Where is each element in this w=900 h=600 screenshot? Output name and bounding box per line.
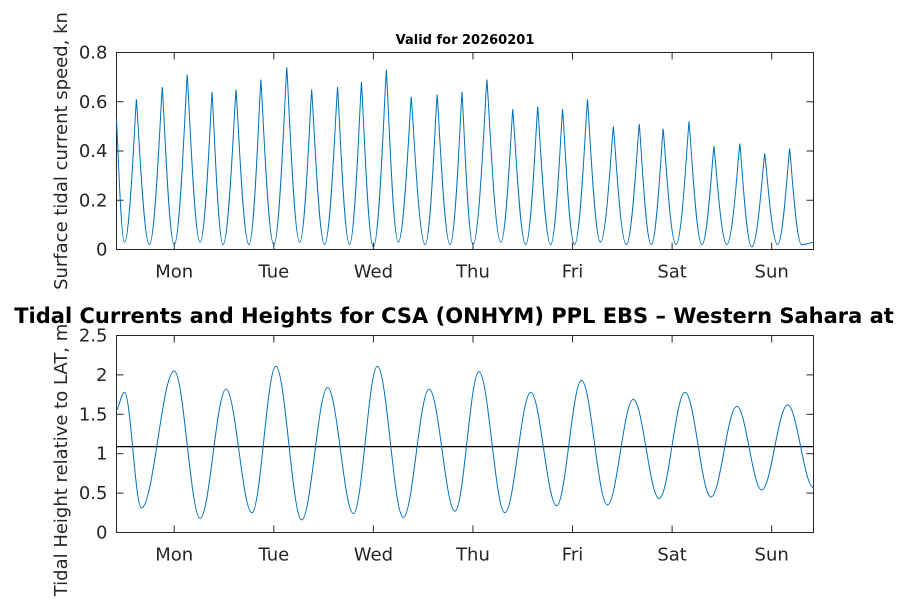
- tidal-height-axes-frame: [116, 335, 814, 533]
- tidal-height-ytick-label: 2: [96, 365, 107, 386]
- tidal-height-xtick-label: Thu: [455, 545, 490, 566]
- current-speed-xtick-label: Wed: [354, 262, 393, 283]
- current-speed-xtick-label: Tue: [257, 262, 289, 283]
- current-speed-xtick-label: Sun: [755, 262, 789, 283]
- tidal-height-xtick-label: Fri: [562, 545, 583, 566]
- tidal-height-xtick-label: Wed: [354, 545, 393, 566]
- tidal-height-xtick-label: Sat: [657, 545, 687, 566]
- current-speed-ytick-label: 0.4: [79, 141, 108, 162]
- tidal-height-ytick-label: 0: [96, 523, 107, 544]
- tidal-height-ytick-label: 1.5: [79, 404, 108, 425]
- tidal-height-ytick-label: 1: [96, 444, 107, 465]
- tidal-height-ytick-label: 2.5: [79, 326, 108, 347]
- current-speed-ytick-label: 0: [96, 240, 107, 261]
- current-speed-ytick-label: 0.2: [79, 190, 108, 211]
- tidal-height-ticks: 0 0.5 1 1.5 2 2.5 Mon Tue Wed Thu Fri Sat Sun: [79, 326, 814, 566]
- tidal-height-ylabel: Tidal Height relative to LAT, m: [51, 324, 72, 598]
- current-speed-axes: 0 0.2 0.4 0.6 0.8 Mon Tue Wed Thu Fri Sat Sun Valid…: [51, 12, 814, 290]
- current-speed-xtick-label: Mon: [155, 262, 193, 283]
- current-speed-title: Valid for 20260201: [396, 33, 535, 48]
- tidal-height-series-line: [116, 365, 814, 521]
- current-speed-series-line: [116, 67, 814, 248]
- tidal-height-xtick-label: Sun: [755, 545, 789, 566]
- tidal-height-ytick-label: 0.5: [79, 483, 108, 504]
- current-speed-ytick-label: 0.8: [79, 43, 108, 64]
- current-speed-xtick-label: Thu: [455, 262, 490, 283]
- figure-main-title: Tidal Currents and Heights for CSA (ONHY…: [14, 304, 900, 328]
- current-speed-ticks: 0 0.2 0.4 0.6 0.8 Mon Tue Wed Thu Fri Sat Sun: [79, 43, 814, 283]
- tidal-height-xtick-label: Mon: [155, 545, 193, 566]
- current-speed-xtick-label: Sat: [657, 262, 687, 283]
- current-speed-ytick-label: 0.6: [79, 92, 108, 113]
- current-speed-xtick-label: Fri: [562, 262, 583, 283]
- tidal-height-xtick-label: Tue: [257, 545, 289, 566]
- tidal-height-axes: 0 0.5 1 1.5 2 2.5 Mon Tue Wed Thu Fri Sat Sun Tidal …: [51, 324, 814, 598]
- current-speed-ylabel: Surface tidal current speed, kn: [51, 12, 72, 290]
